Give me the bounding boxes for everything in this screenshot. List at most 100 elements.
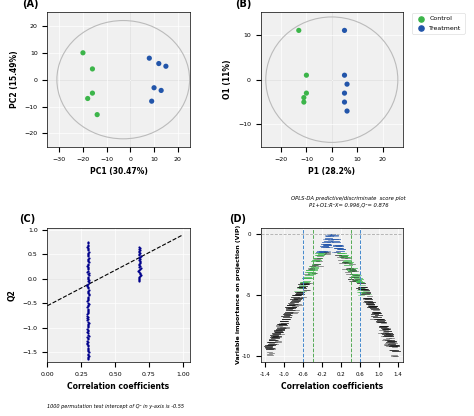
Point [83,311,91,318]
Point [137,272,144,279]
Point [84,251,92,258]
Point [85,267,92,274]
Point [84,243,92,249]
Point [84,355,92,362]
Point [137,260,144,267]
Point [83,341,91,347]
Point [150,84,158,91]
Point [84,278,92,285]
Point [84,285,91,292]
Point [84,322,91,329]
Point [84,305,91,312]
Point [343,108,351,114]
Point [136,263,144,270]
Point [85,292,92,299]
Point [135,244,143,250]
Point [84,302,91,308]
X-axis label: Correlation coefficients: Correlation coefficients [281,382,383,391]
Point [84,295,91,301]
Point [84,266,92,273]
Point [155,60,163,67]
Point [84,338,91,345]
Point [136,277,143,284]
Point [84,284,92,290]
Point [302,72,310,79]
Point [341,72,348,79]
Point [136,271,143,277]
Point [84,275,91,281]
Point [84,299,92,306]
Point [84,324,92,331]
Point [84,336,92,343]
Point [136,250,143,256]
Point [84,327,92,333]
Point [135,268,142,275]
Point [302,90,310,97]
Point [84,307,92,313]
Point [85,349,93,356]
Point [84,328,91,334]
Text: OPLS-DA predictive/discriminate  score plot: OPLS-DA predictive/discriminate score pl… [291,196,406,201]
Y-axis label: PC2 (15.49%): PC2 (15.49%) [10,51,19,109]
Point [84,307,92,314]
Point [84,264,92,270]
Point [85,277,92,283]
Point [83,283,91,290]
Point [85,300,92,307]
Text: (B): (B) [235,0,252,9]
Point [93,111,101,118]
Point [85,332,92,339]
Point [83,334,91,340]
Point [84,95,91,102]
Point [84,287,92,294]
Point [162,63,170,69]
Point [146,55,153,62]
Point [136,266,143,272]
Point [84,350,91,357]
X-axis label: PC1 (30.47%): PC1 (30.47%) [90,167,147,176]
Point [137,265,145,272]
Point [84,314,92,320]
Point [84,354,92,360]
Point [136,269,143,275]
Point [84,271,92,277]
Point [84,260,92,267]
Point [84,257,91,263]
Point [83,312,91,319]
Point [85,270,93,276]
Point [83,339,91,346]
Point [84,330,92,337]
Point [136,270,144,277]
Point [300,94,308,101]
Point [84,347,91,353]
Point [136,245,144,251]
Point [136,249,143,255]
Point [84,335,91,342]
Point [84,247,91,254]
Point [85,316,92,322]
Point [341,90,348,97]
Point [85,291,92,297]
Point [83,325,91,332]
Point [84,252,91,258]
Point [136,264,143,270]
Point [84,245,91,251]
Point [84,241,92,248]
Point [295,27,302,34]
Point [84,255,91,262]
Point [84,265,91,272]
Point [89,90,96,97]
Point [84,323,91,329]
Point [85,309,92,315]
Point [89,66,96,72]
Point [83,282,91,288]
Point [84,318,92,325]
Point [84,289,91,295]
Y-axis label: O1 (11%): O1 (11%) [223,60,232,99]
Point [85,259,92,266]
Point [84,356,92,363]
Legend: Control, Treatment: Control, Treatment [412,13,465,34]
Point [85,248,92,255]
Point [137,253,145,260]
Point [83,298,91,305]
